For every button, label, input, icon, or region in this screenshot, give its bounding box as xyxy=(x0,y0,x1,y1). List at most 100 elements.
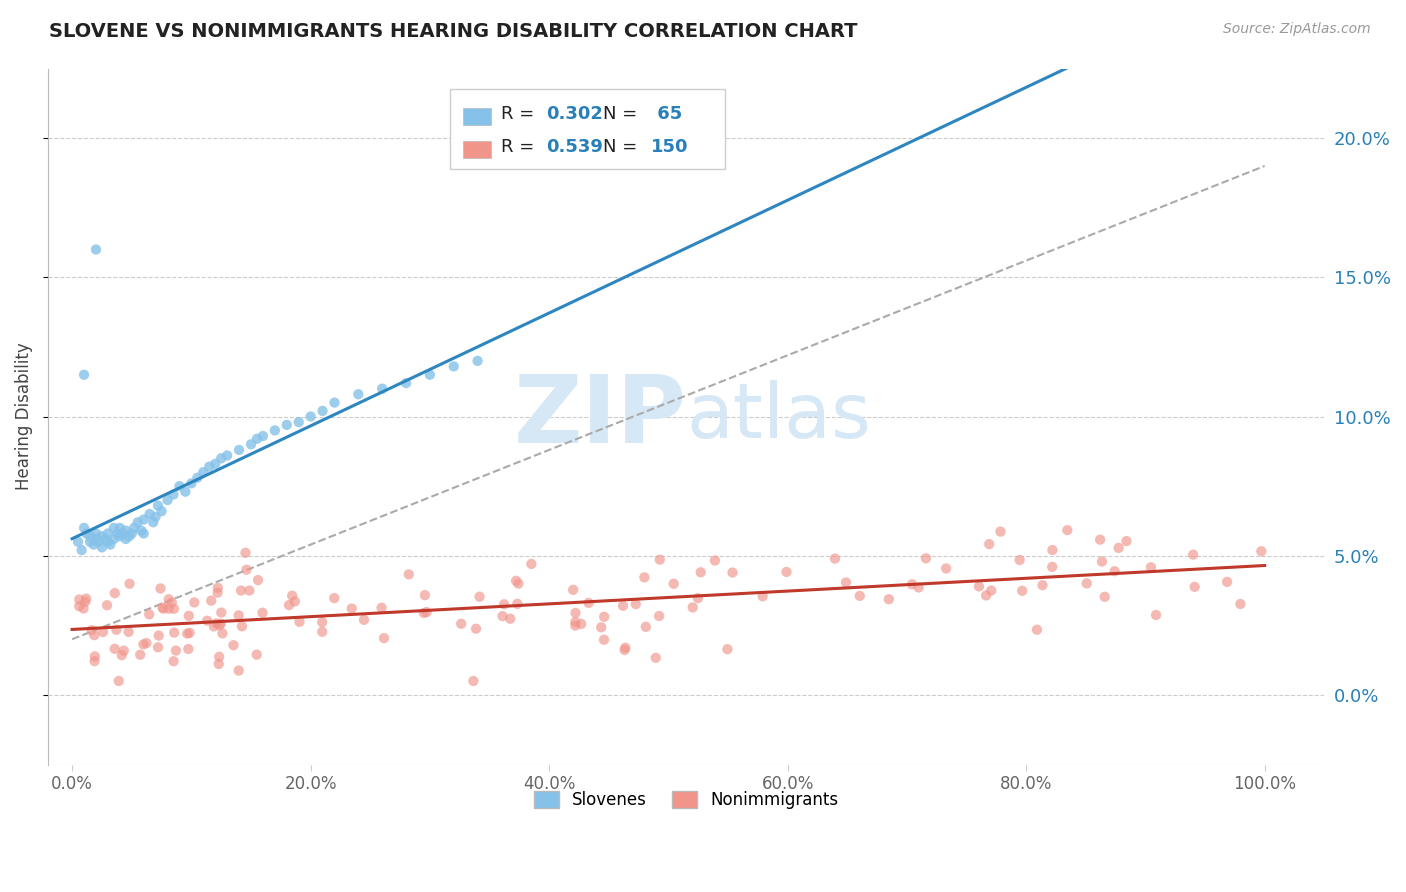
Point xyxy=(193,465,215,479)
Point xyxy=(682,600,704,615)
Point xyxy=(246,648,269,662)
Point xyxy=(967,579,990,593)
Point xyxy=(505,574,527,588)
Point xyxy=(564,606,586,620)
Point xyxy=(208,649,231,664)
Point xyxy=(67,534,90,549)
Point xyxy=(492,597,515,611)
Point xyxy=(648,552,671,566)
Point xyxy=(104,641,127,656)
Point xyxy=(208,618,231,632)
Point xyxy=(246,432,269,446)
Point xyxy=(146,640,169,655)
Point xyxy=(135,636,157,650)
Point xyxy=(564,615,586,629)
Point xyxy=(990,524,1012,539)
Point xyxy=(1094,590,1116,604)
Point xyxy=(1026,623,1049,637)
Point xyxy=(157,601,180,615)
Point xyxy=(209,451,232,466)
FancyBboxPatch shape xyxy=(463,142,491,158)
Point xyxy=(83,538,105,552)
Point xyxy=(1042,543,1064,558)
Point xyxy=(311,624,333,639)
Point xyxy=(506,597,529,611)
Point xyxy=(183,595,205,609)
Point xyxy=(443,359,465,374)
Point xyxy=(152,600,174,615)
Point xyxy=(1184,580,1206,594)
Point xyxy=(284,594,307,608)
Point xyxy=(644,650,666,665)
Point xyxy=(520,557,543,571)
Point xyxy=(593,610,616,624)
Point xyxy=(163,625,186,640)
Point xyxy=(73,521,96,535)
Point xyxy=(111,648,134,663)
Point xyxy=(419,368,441,382)
FancyBboxPatch shape xyxy=(450,89,724,169)
Point xyxy=(162,654,184,668)
Point xyxy=(1104,564,1126,578)
Point xyxy=(84,243,107,257)
Point xyxy=(138,507,160,521)
Point xyxy=(228,608,250,623)
Point xyxy=(281,589,304,603)
Point xyxy=(463,673,485,688)
Point xyxy=(907,581,929,595)
Point xyxy=(98,538,121,552)
Point xyxy=(75,526,97,541)
Point xyxy=(1144,607,1167,622)
Point xyxy=(207,585,229,599)
Text: R =: R = xyxy=(502,104,540,123)
Point xyxy=(75,595,97,609)
Point xyxy=(105,623,128,637)
Point xyxy=(634,620,657,634)
Point xyxy=(824,551,846,566)
Point xyxy=(114,532,136,546)
Point xyxy=(138,607,160,622)
Point xyxy=(122,521,145,535)
Point xyxy=(150,504,173,518)
Point xyxy=(278,598,301,612)
Point xyxy=(104,586,127,600)
Text: SLOVENE VS NONIMMIGRANTS HEARING DISABILITY CORRELATION CHART: SLOVENE VS NONIMMIGRANTS HEARING DISABIL… xyxy=(49,22,858,41)
Point xyxy=(413,588,436,602)
Point xyxy=(1182,548,1205,562)
Point xyxy=(395,376,418,390)
Point xyxy=(103,532,125,546)
Point xyxy=(648,609,671,624)
Point xyxy=(235,563,257,577)
Point xyxy=(467,354,489,368)
Point xyxy=(231,619,253,633)
Point xyxy=(323,395,346,409)
Point xyxy=(1091,555,1114,569)
Point xyxy=(142,516,165,530)
Point xyxy=(108,529,131,543)
Point xyxy=(204,457,226,471)
Point xyxy=(91,529,114,543)
Point xyxy=(162,487,184,501)
Point xyxy=(132,637,155,651)
Point xyxy=(311,404,333,418)
Point xyxy=(491,609,513,624)
Point xyxy=(247,573,270,587)
Point xyxy=(108,521,131,535)
Point xyxy=(468,590,491,604)
Point xyxy=(207,581,229,595)
Point xyxy=(347,387,370,401)
Point xyxy=(299,409,322,424)
Point xyxy=(1216,574,1239,589)
Point xyxy=(145,509,167,524)
Point xyxy=(901,577,924,591)
Point xyxy=(835,575,858,590)
Point xyxy=(132,512,155,526)
Point xyxy=(67,599,90,614)
Point xyxy=(228,442,250,457)
Point xyxy=(415,605,437,619)
Point xyxy=(202,619,225,633)
Point xyxy=(562,582,585,597)
Point xyxy=(323,591,346,606)
Point xyxy=(80,623,103,637)
Point xyxy=(624,597,647,611)
